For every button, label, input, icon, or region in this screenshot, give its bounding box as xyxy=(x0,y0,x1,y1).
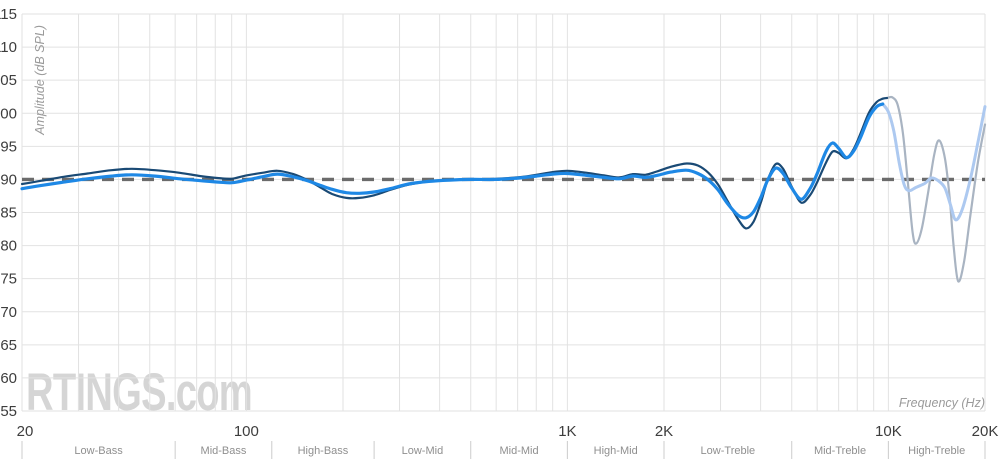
x-tick-label: 2K xyxy=(655,423,673,440)
y-tick-label: 65 xyxy=(0,337,17,354)
y-tick-label: 85 xyxy=(0,205,17,222)
y-tick-label: 100 xyxy=(0,105,17,122)
band-label: Low-Mid xyxy=(402,445,444,457)
rtings-watermark: RTINGS.com xyxy=(26,362,252,422)
curve-right-driver-faded-above-10k xyxy=(881,102,987,222)
band-label: Mid-Bass xyxy=(201,445,247,457)
band-label: Low-Bass xyxy=(74,445,123,457)
x-tick-label: 100 xyxy=(234,423,259,440)
curve-right-driver xyxy=(20,102,885,220)
y-tick-label: 90 xyxy=(0,171,17,188)
x-tick-label: 10K xyxy=(875,423,902,440)
band-label: Mid-Treble xyxy=(814,445,866,457)
band-label: High-Mid xyxy=(594,445,638,457)
x-tick-label: 20K xyxy=(972,423,999,440)
y-tick-label: 110 xyxy=(0,39,17,56)
curve-left-driver-faded-above-10k xyxy=(885,95,987,283)
band-label: High-Treble xyxy=(908,445,965,457)
curve-left-driver xyxy=(20,96,889,230)
y-tick-label: 75 xyxy=(0,271,17,288)
y-tick-label: 60 xyxy=(0,370,17,387)
band-label: Low-Treble xyxy=(701,445,756,457)
y-tick-label: 115 xyxy=(0,6,17,23)
y-tick-label: 70 xyxy=(0,304,17,321)
y-axis-title: Amplitude (dB SPL) xyxy=(33,25,47,136)
y-tick-label: 55 xyxy=(0,403,17,420)
band-label: High-Bass xyxy=(298,445,349,457)
y-tick-label: 80 xyxy=(0,238,17,255)
y-tick-label: 105 xyxy=(0,72,17,89)
x-tick-label: 20 xyxy=(17,423,34,440)
band-label: Mid-Mid xyxy=(499,445,538,457)
x-tick-label: 1K xyxy=(558,423,576,440)
x-axis-title: Frequency (Hz) xyxy=(899,396,985,410)
y-tick-label: 95 xyxy=(0,138,17,155)
